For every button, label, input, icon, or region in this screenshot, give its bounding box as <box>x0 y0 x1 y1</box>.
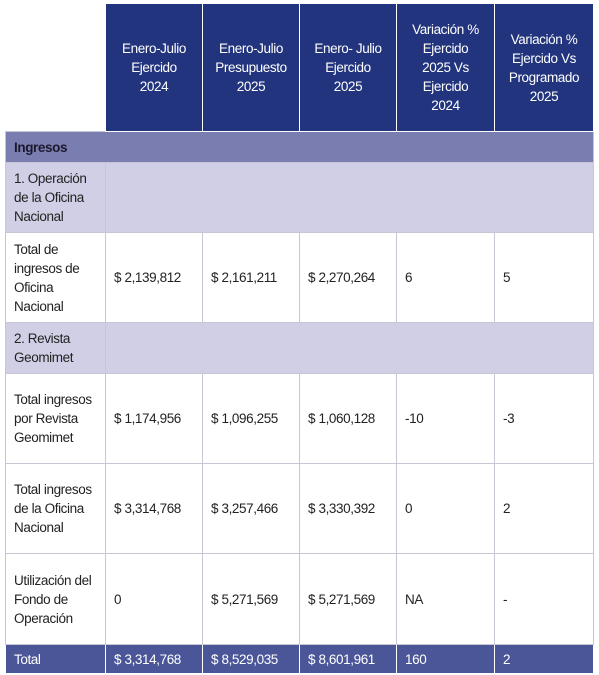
total-row: Total $ 3,314,768 $ 8,529,035 $ 8,601,961 16… <box>5 644 594 674</box>
data-row: Total de ingresos de Oficina Nacional $ 2… <box>5 232 594 323</box>
cell: - <box>494 553 594 645</box>
cell: 2 <box>494 644 594 674</box>
cell: $ 3,330,392 <box>299 463 397 554</box>
row-label: Total <box>5 644 106 674</box>
section-row: 1. Operación de la Oficina Nacional <box>5 162 594 233</box>
group-row: Ingresos <box>5 131 594 163</box>
cell: $ 8,601,961 <box>299 644 397 674</box>
cell: $ 2,139,812 <box>105 232 203 323</box>
cell: 0 <box>105 553 203 645</box>
blank-cell <box>5 3 106 132</box>
cell: -3 <box>494 373 594 464</box>
row-label: Total de ingresos de Oficina Nacional <box>5 232 106 323</box>
data-row: Total ingresos por Revista Geomimet $ 1,1… <box>5 373 594 464</box>
cell: $ 8,529,035 <box>202 644 300 674</box>
data-row: Utilización del Fondo de Operación 0 $ 5,2… <box>5 553 594 645</box>
cell: $ 3,257,466 <box>202 463 300 554</box>
data-row: Total ingresos de la Oficina Nacional $ 3… <box>5 463 594 554</box>
budget-table: Enero-Julio Ejercido 2024 Enero-Julio Pre… <box>5 3 594 674</box>
column-header: Enero- Julio Ejercido 2025 <box>299 3 397 132</box>
cell: 6 <box>396 232 495 323</box>
column-header: Enero-Julio Ejercido 2024 <box>105 3 203 132</box>
cell: 0 <box>396 463 495 554</box>
column-header: Variación % Ejercido 2025 Vs Ejercido 20… <box>396 3 495 132</box>
cell: 5 <box>494 232 594 323</box>
cell: $ 5,271,569 <box>202 553 300 645</box>
row-label: Utilización del Fondo de Operación <box>5 553 106 645</box>
cell: $ 3,314,768 <box>105 644 203 674</box>
cell: $ 5,271,569 <box>299 553 397 645</box>
column-header: Variación % Ejercido Vs Programado 2025 <box>494 3 594 132</box>
cell: $ 1,096,255 <box>202 373 300 464</box>
section-row: 2. Revista Geomimet <box>5 322 594 374</box>
group-label: Ingresos <box>5 131 594 163</box>
section-fill <box>105 322 594 374</box>
cell: $ 2,270,264 <box>299 232 397 323</box>
section-fill <box>105 162 594 233</box>
cell: $ 1,060,128 <box>299 373 397 464</box>
cell: $ 1,174,956 <box>105 373 203 464</box>
cell: NA <box>396 553 495 645</box>
cell: $ 3,314,768 <box>105 463 203 554</box>
row-label: Total ingresos de la Oficina Nacional <box>5 463 106 554</box>
row-label: Total ingresos por Revista Geomimet <box>5 373 106 464</box>
cell: 160 <box>396 644 495 674</box>
cell: $ 2,161,211 <box>202 232 300 323</box>
cell: 2 <box>494 463 594 554</box>
row-label: 1. Operación de la Oficina Nacional <box>5 162 106 233</box>
header-row: Enero-Julio Ejercido 2024 Enero-Julio Pre… <box>5 3 594 132</box>
column-header: Enero-Julio Presupuesto 2025 <box>202 3 300 132</box>
row-label: 2. Revista Geomimet <box>5 322 106 374</box>
cell: -10 <box>396 373 495 464</box>
